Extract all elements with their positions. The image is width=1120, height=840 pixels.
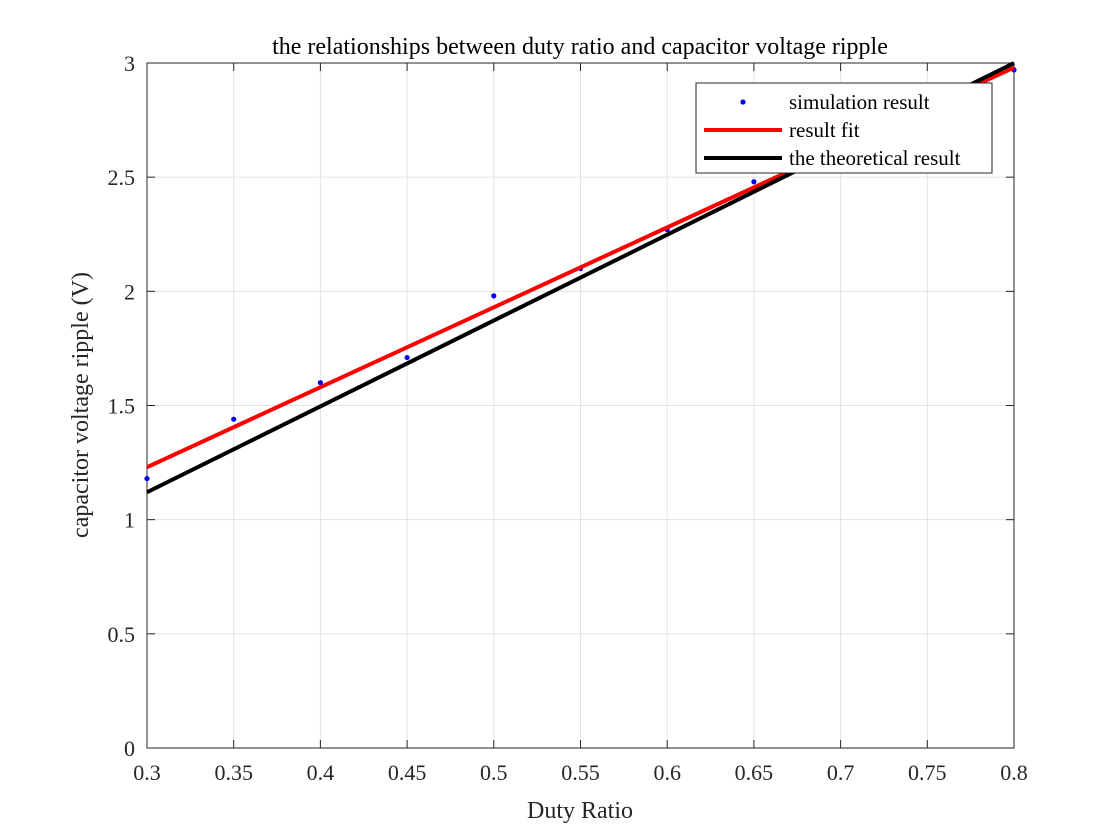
y-tick-label: 2 bbox=[124, 279, 135, 304]
data-point bbox=[751, 179, 757, 185]
y-tick-label: 3 bbox=[124, 51, 135, 76]
data-point bbox=[231, 416, 237, 422]
x-tick-label: 0.6 bbox=[653, 760, 681, 785]
legend: simulation result result fit the theoretic… bbox=[695, 82, 993, 174]
data-point bbox=[491, 293, 497, 299]
y-tick-label: 0.5 bbox=[108, 622, 136, 647]
y-tick-label: 1 bbox=[124, 508, 135, 533]
data-point bbox=[317, 380, 323, 386]
x-tick-label: 0.55 bbox=[561, 760, 600, 785]
chart-title: the relationships between duty ratio and… bbox=[272, 34, 888, 60]
legend-label: simulation result bbox=[789, 90, 930, 114]
y-axis-label: capacitor voltage ripple (V) bbox=[68, 272, 94, 538]
x-tick-label: 0.8 bbox=[1000, 760, 1028, 785]
legend-swatch-marker bbox=[740, 99, 746, 105]
x-tick-label: 0.65 bbox=[735, 760, 774, 785]
tick-labels: 0.3 0.35 0.4 0.45 0.5 0.55 0.6 0.65 0.7 0.75 0.8 0 0… bbox=[108, 51, 1028, 785]
x-tick-label: 0.35 bbox=[214, 760, 253, 785]
axes bbox=[146, 62, 1015, 749]
legend-label: the theoretical result bbox=[789, 146, 961, 170]
y-tick-label: 1.5 bbox=[108, 394, 136, 419]
x-tick-label: 0.4 bbox=[307, 760, 335, 785]
legend-entry: the theoretical result bbox=[704, 146, 961, 170]
x-tick-label: 0.7 bbox=[827, 760, 855, 785]
legend-label: result fit bbox=[789, 118, 860, 142]
y-tick-label: 2.5 bbox=[108, 165, 136, 190]
x-axis-label: Duty Ratio bbox=[527, 798, 633, 824]
legend-entry: simulation result bbox=[740, 90, 930, 114]
data-point bbox=[404, 354, 410, 361]
plot-area-border bbox=[146, 62, 1015, 749]
data-point bbox=[144, 475, 150, 482]
legend-entry: result fit bbox=[704, 118, 860, 142]
x-tick-label: 0.75 bbox=[908, 760, 947, 785]
x-tick-label: 0.45 bbox=[388, 760, 427, 785]
y-tick-label: 0 bbox=[124, 736, 135, 761]
x-tick-label: 0.3 bbox=[133, 760, 161, 785]
x-tick-label: 0.5 bbox=[480, 760, 508, 785]
